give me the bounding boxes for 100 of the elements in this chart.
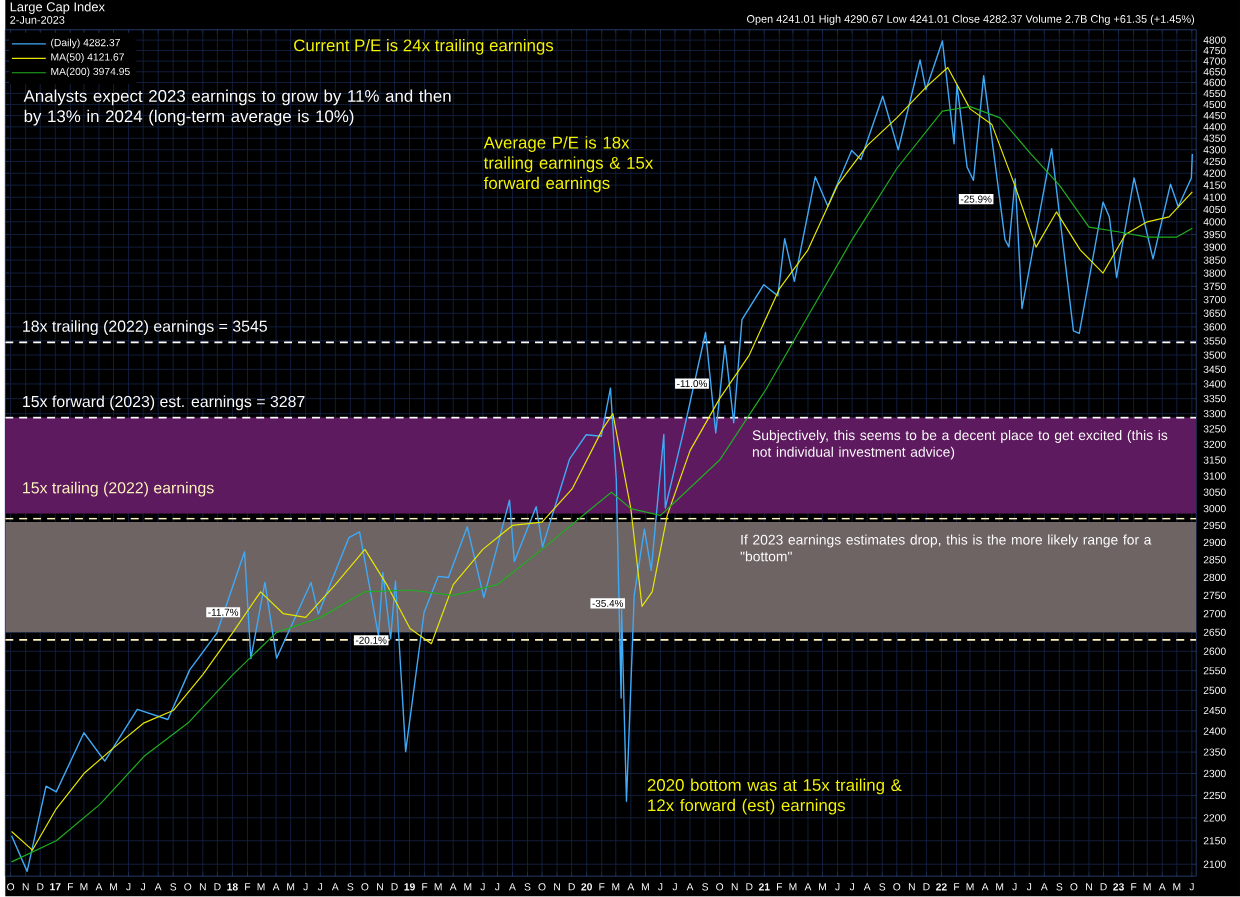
x-tick-label: N — [22, 883, 29, 891]
x-tick-label: M — [110, 883, 117, 891]
x-tick-label: A — [627, 883, 635, 891]
x-tick-label: A — [686, 883, 694, 891]
y-tick-label: 2850 — [1203, 556, 1226, 564]
x-tick-label: J — [1189, 883, 1194, 891]
ref-line-label: 15x trailing (2022) earnings — [23, 481, 214, 497]
x-tick-label: 17 — [50, 883, 61, 891]
y-tick-label: 3400 — [1203, 380, 1226, 388]
ref-line-label: 15x forward (2023) est. earnings = 3287 — [23, 395, 305, 411]
y-tick-label: 3750 — [1203, 282, 1226, 290]
x-tick-label: J — [835, 883, 840, 891]
x-tick-label: J — [1012, 883, 1017, 891]
x-tick-label: N — [199, 883, 206, 891]
ref-line-label: 18x trailing (2022) earnings = 3545 — [23, 320, 267, 335]
band-label: If 2023 earnings estimates drop, this is the more likely range for a "bottom" — [740, 534, 1152, 562]
y-tick-label: 3200 — [1203, 440, 1226, 448]
x-tick-label: S — [879, 883, 886, 891]
x-tick-label: O — [716, 883, 724, 891]
y-tick-label: 2450 — [1203, 706, 1226, 715]
annotation: -11.0% — [677, 379, 707, 387]
x-tick-label: S — [347, 883, 354, 891]
y-tick-label: 4700 — [1203, 57, 1226, 65]
x-tick-label: M — [1143, 883, 1151, 891]
y-tick-label: 4250 — [1203, 157, 1226, 165]
x-tick-label: M — [612, 883, 620, 891]
x-tick-label: S — [1056, 883, 1063, 891]
y-tick-label: 2150 — [1203, 837, 1226, 845]
annotation: -25.9% — [960, 195, 992, 203]
x-tick-label: S — [170, 883, 177, 891]
x-tick-label: M — [80, 883, 88, 891]
x-tick-label: J — [849, 883, 854, 891]
y-tick-label: 2800 — [1203, 573, 1226, 581]
chart-title: Large Cap Index — [10, 1, 105, 14]
x-tick-label: J — [126, 883, 131, 891]
y-tick-label: 4800 — [1203, 36, 1226, 44]
x-tick-label: 21 — [758, 883, 770, 891]
x-tick-label: O — [361, 883, 369, 891]
y-tick-label: 3500 — [1203, 351, 1226, 359]
y-tick-label: 3950 — [1203, 230, 1226, 239]
y-tick-label: 4600 — [1203, 78, 1226, 87]
y-tick-label: 2350 — [1203, 748, 1226, 756]
y-tick-label: 4750 — [1203, 46, 1226, 55]
x-tick-label: J — [1026, 883, 1032, 891]
y-tick-label: 2600 — [1203, 647, 1226, 655]
x-tick-label: N — [1086, 883, 1092, 891]
x-tick-label: A — [154, 883, 162, 891]
x-tick-label: N — [554, 883, 560, 891]
y-tick-label: 2950 — [1203, 521, 1226, 529]
y-tick-label: 4200 — [1203, 169, 1226, 177]
x-tick-label: F — [954, 883, 960, 891]
text: Open 4241.01 High 4290.67 Low 4241.01 Close 4282.37 Volume 2.7B Chg +61.35 (+1.45%) — [747, 14, 1195, 25]
x-tick-label: A — [95, 883, 103, 891]
x-tick-label: 20 — [581, 883, 592, 891]
band-label: Subjectively, this seems to be a decent place to get excited (this is not individual investment advice) — [752, 429, 1168, 460]
y-tick-label: 3300 — [1203, 409, 1226, 418]
y-tick-label: 4550 — [1203, 89, 1226, 97]
annotation: 2020 bottom was at 15x trailing & 12x forward (est) earnings — [647, 778, 902, 815]
x-tick-label: N — [908, 883, 915, 891]
x-tick-label: 23 — [1113, 883, 1124, 891]
y-tick-label: 2100 — [1203, 860, 1226, 868]
y-tick-label: 2700 — [1203, 609, 1226, 618]
x-tick-label: A — [1158, 883, 1166, 891]
y-tick-label: 3800 — [1203, 269, 1226, 277]
annotation: Average P/E is 18x trailing earnings & 15x forward earnings — [483, 136, 654, 193]
x-tick-label: A — [331, 883, 339, 891]
y-tick-label: 3250 — [1203, 425, 1226, 433]
x-tick-label: F — [1131, 883, 1137, 891]
x-tick-label: D — [37, 883, 44, 891]
legend-label: (Daily) 4282.37 — [51, 38, 120, 49]
annotation: Analysts expect 2023 earnings to grow by 11% and then by 13% in 2024 (long-term average is 10%) — [23, 89, 451, 126]
y-tick-label: 2750 — [1203, 591, 1226, 599]
x-tick-label: M — [966, 883, 974, 891]
x-tick-label: F — [245, 883, 251, 891]
y-tick-label: 4500 — [1203, 100, 1226, 108]
y-tick-label: 2900 — [1203, 538, 1226, 546]
y-tick-label: 4000 — [1203, 218, 1226, 226]
x-tick-label: A — [1040, 883, 1048, 891]
y-tick-label: 2500 — [1203, 686, 1226, 694]
x-tick-label: A — [449, 883, 457, 891]
x-tick-label: A — [981, 883, 989, 891]
x-tick-label: M — [1173, 883, 1181, 891]
y-tick-label: 3150 — [1203, 456, 1226, 464]
x-tick-label: J — [672, 883, 677, 891]
x-tick-label: M — [464, 883, 472, 891]
x-tick-label: D — [1100, 883, 1107, 891]
annotation: Current P/E is 24x trailing earnings — [294, 38, 554, 55]
x-tick-label: J — [480, 883, 485, 891]
y-tick-label: 3700 — [1203, 295, 1226, 304]
y-tick-label: 3850 — [1203, 256, 1226, 264]
x-tick-label: A — [863, 883, 871, 891]
x-tick-label: D — [391, 883, 398, 891]
y-tick-label: 2200 — [1203, 814, 1226, 822]
y-tick-label: 2250 — [1203, 791, 1226, 799]
y-tick-label: 4300 — [1203, 146, 1226, 154]
y-tick-label: 2400 — [1203, 727, 1226, 735]
x-tick-label: A — [509, 883, 516, 891]
x-tick-label: F — [599, 883, 605, 891]
x-tick-label: D — [568, 883, 575, 891]
x-tick-label: M — [434, 883, 442, 891]
